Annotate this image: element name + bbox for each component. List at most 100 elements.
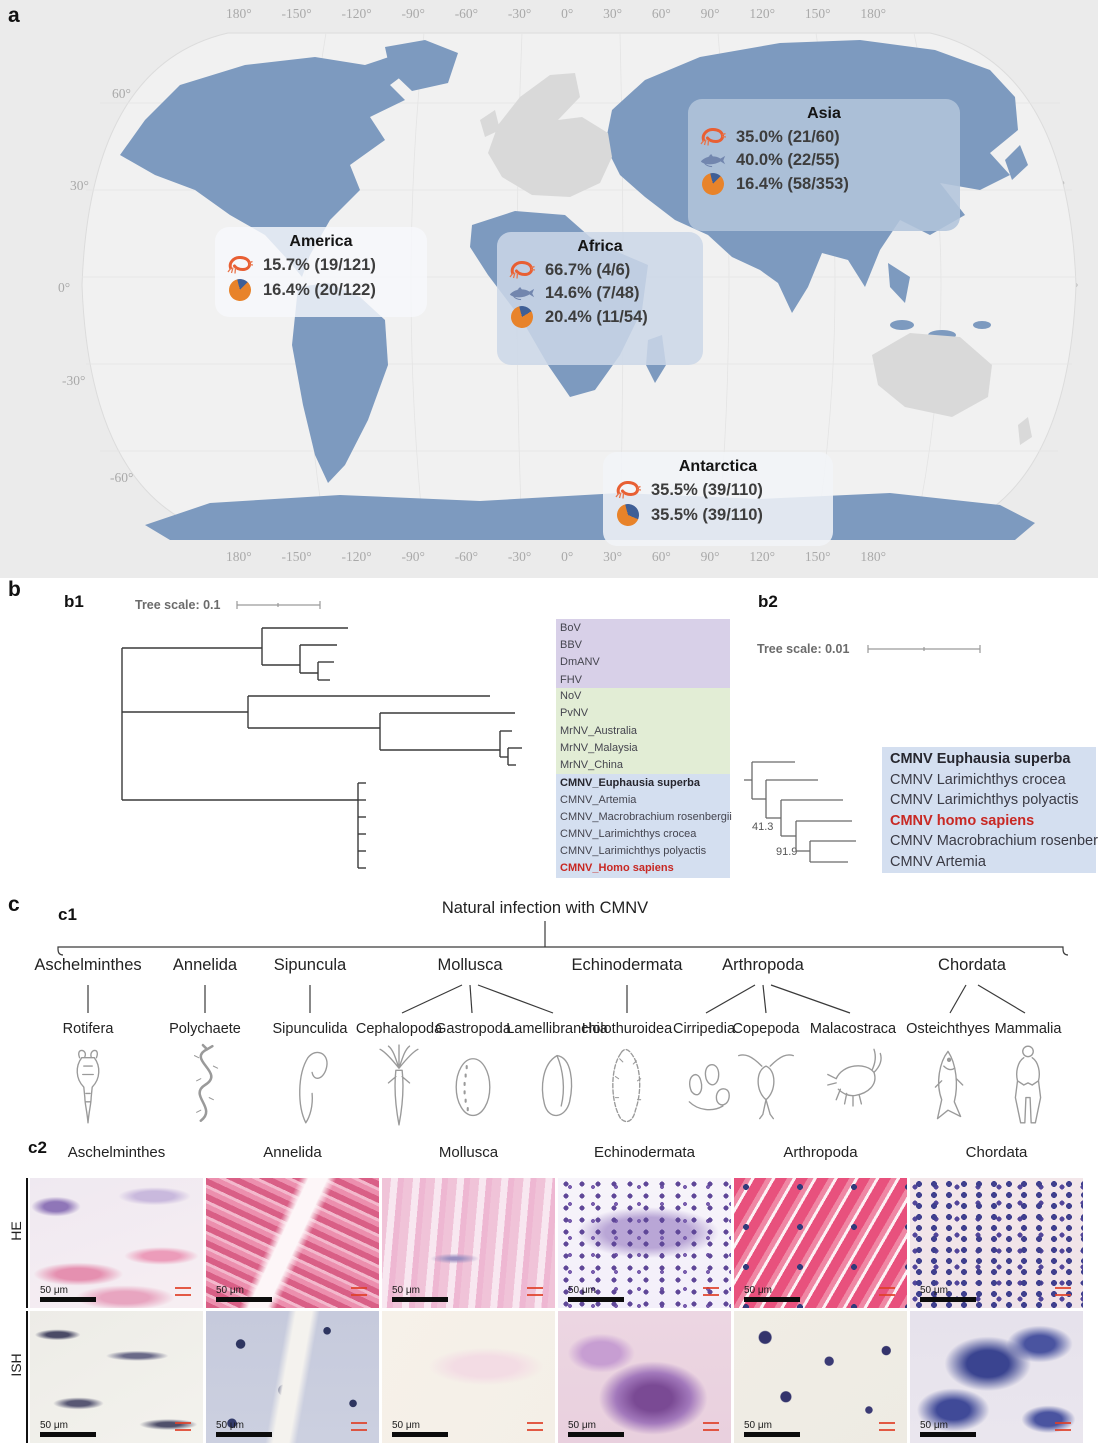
c2-column-header: Chordata (965, 1144, 1028, 1161)
micrograph-ish-arthropoda: 50 μm (734, 1311, 907, 1443)
class-label: Osteichthyes (906, 1021, 990, 1037)
red-scale-mark (527, 1287, 543, 1296)
class-label: Cirripedia (672, 1021, 736, 1037)
pie-chart-icon (507, 303, 537, 331)
b2-tree-scale-label: Tree scale: 0.01 (757, 642, 850, 656)
c2-column-header: Aschelminthes (67, 1144, 166, 1161)
micrograph-he-echinodermata: 50 μm (558, 1178, 731, 1308)
b1-band-cmnv (556, 774, 730, 878)
lon-tick: -90° (401, 549, 425, 564)
lon-tick: 60° (651, 6, 671, 21)
region-box-africa: Africa 66.7% (4/6) 14.6% (7/48) 20.4% (1… (497, 232, 703, 365)
shrimp-icon (507, 259, 537, 281)
greenland (385, 40, 458, 91)
lon-tick: 180° (860, 549, 886, 564)
stat-row: 35.0% (21/60) (698, 126, 950, 148)
southeast-asia (888, 263, 910, 303)
b2-tree (744, 761, 856, 863)
micrograph-ish-chordata: 50 μm (910, 1311, 1083, 1443)
phylum-label: Arthropoda (722, 956, 804, 974)
phylum-label: Sipuncula (273, 956, 347, 974)
shrimp-icon (225, 254, 255, 276)
b1-band-alphanodavirus (556, 619, 730, 688)
red-scale-mark (1055, 1422, 1071, 1431)
class-label: Rotifera (62, 1021, 114, 1037)
british-isles (480, 110, 500, 137)
lon-tick: 150° (804, 549, 831, 564)
class-label: Polychaete (169, 1021, 241, 1037)
malacostraca-illustration (821, 1043, 885, 1127)
lon-tick: 0° (561, 549, 574, 564)
stat-value: 35.5% (39/110) (651, 505, 763, 524)
pie-chart-icon (698, 170, 728, 198)
c1-title: Natural infection with CMNV (441, 899, 649, 917)
fish-icon (698, 153, 728, 168)
b1-scale-bar (236, 601, 321, 609)
panel-c-hosts: c c1 c2 Natural infection with CMNV Asch… (0, 893, 1098, 1446)
b1-band-betanodavirus (556, 688, 730, 774)
stat-row: 16.4% (58/353) (698, 170, 950, 198)
b2-taxon: CMNV Artemia (890, 854, 986, 870)
red-scale-mark (879, 1287, 895, 1296)
stat-value: 40.0% (22/55) (736, 151, 840, 169)
lon-tick: -30° (507, 6, 532, 21)
lon-tick: 30° (603, 549, 623, 564)
lon-tick: -150° (281, 549, 312, 564)
shrimp-icon (698, 126, 728, 148)
scale-bar: 50 μm (40, 1420, 96, 1437)
lat-tick: 0° (58, 280, 71, 295)
lon-tick: 90° (700, 549, 720, 564)
b2-taxon-human: CMNV homo sapiens (890, 813, 1035, 829)
b1-taxon: CMNV_Larimichthys crocea (560, 828, 697, 840)
b1-taxon: CMNV_Euphausia superba (560, 777, 700, 789)
red-scale-mark (175, 1422, 191, 1431)
rotifera-illustration (56, 1043, 120, 1127)
pie-chart-icon (613, 501, 643, 529)
b1-taxon: NoV (560, 690, 582, 702)
b1-taxon: BoV (560, 622, 581, 634)
lon-tick: 120° (749, 549, 775, 564)
micrograph-he-arthropoda: 50 μm (734, 1178, 907, 1308)
stat-row: 20.4% (11/54) (507, 303, 693, 331)
scale-bar: 50 μm (568, 1420, 624, 1437)
region-box-antarctica: Antarctica 35.5% (39/110) 35.5% (39/110) (603, 452, 833, 546)
lon-tick: 90° (700, 6, 720, 21)
b2-taxon: CMNV Larimichthys crocea (890, 772, 1066, 788)
lon-tick: 180° (226, 6, 252, 21)
b1-taxon-human: CMNV_Homo sapiens (560, 862, 674, 874)
micrograph-ish-echinodermata: 50 μm (558, 1311, 731, 1443)
lon-tick: 180° (226, 549, 252, 564)
lat-tick: -30° (62, 373, 86, 388)
lon-tick: 30° (603, 6, 623, 21)
b1-taxon: CMNV_Artemia (560, 794, 637, 806)
stat-row: 66.7% (4/6) (507, 259, 693, 281)
region-title: Asia (807, 105, 841, 122)
class-label: Cephalopoda (355, 1021, 443, 1037)
red-scale-mark (351, 1287, 367, 1296)
mammalia-human-illustration (996, 1043, 1060, 1127)
red-scale-mark (1055, 1287, 1071, 1296)
micrograph-ish-mollusca: 50 μm (382, 1311, 555, 1443)
b1-taxon: MrNV_Australia (560, 725, 638, 737)
australia (872, 333, 992, 417)
pie-chart-icon (225, 276, 255, 304)
cephalopoda-illustration (367, 1043, 431, 1127)
c2-row-label-he: HE (8, 1221, 24, 1241)
panel-b2-label: b2 (758, 592, 778, 611)
scale-bar: 50 μm (216, 1285, 272, 1302)
red-scale-mark (527, 1422, 543, 1431)
lon-tick: -120° (341, 549, 372, 564)
holothuroidea-illustration (595, 1043, 659, 1127)
class-label: Mammalia (994, 1021, 1062, 1037)
stat-value: 16.4% (20/122) (263, 280, 376, 299)
c2-column-header: Annelida (263, 1144, 322, 1161)
north-america (120, 55, 410, 277)
stat-value: 66.7% (4/6) (545, 260, 631, 279)
b1-taxon: MrNV_Malaysia (560, 742, 638, 754)
taxonomy-connectors (57, 921, 1069, 1014)
scale-bar: 50 μm (920, 1285, 976, 1302)
micrograph-he-mollusca: 50 μm (382, 1178, 555, 1308)
b1-taxon: CMNV_Macrobrachium rosenbergii (560, 811, 732, 823)
c2-row-label-ish: ISH (8, 1353, 24, 1377)
stat-row: 14.6% (7/48) (507, 284, 693, 303)
